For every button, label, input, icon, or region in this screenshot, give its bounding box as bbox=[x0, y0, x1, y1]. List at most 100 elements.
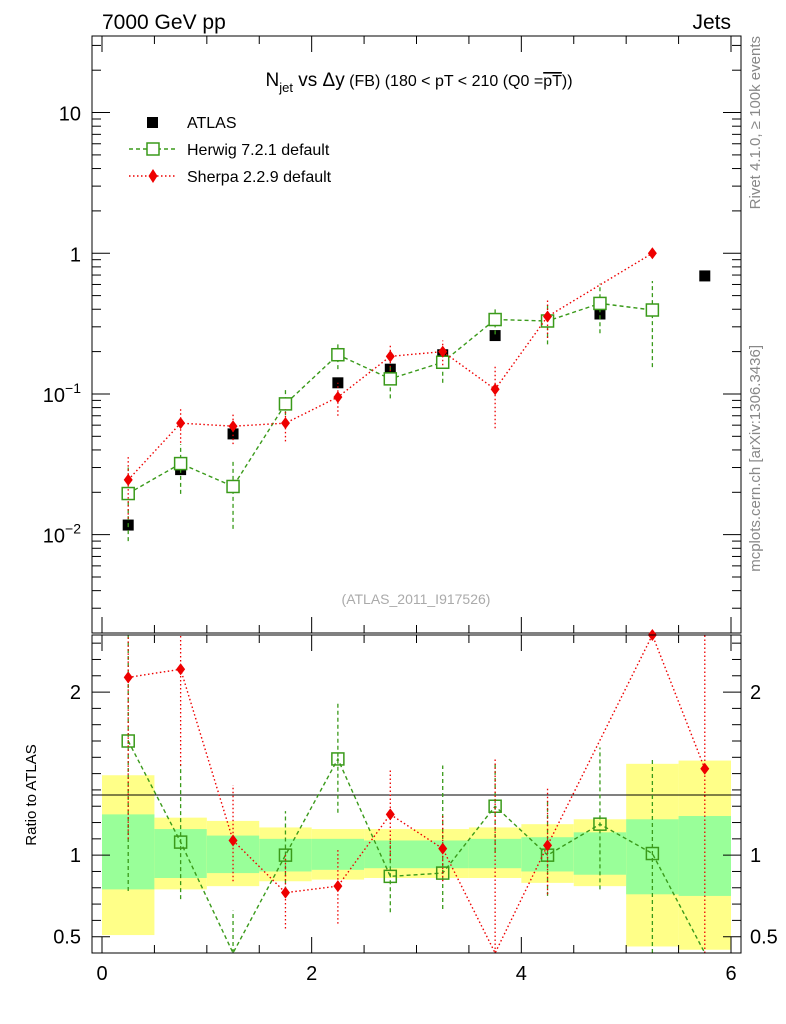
ratio-sherpa-point bbox=[543, 839, 553, 852]
herwig-data-point bbox=[645, 303, 660, 317]
header-process-label: Jets bbox=[692, 11, 731, 34]
atlas-data-point bbox=[699, 270, 711, 282]
sherpa-data-point bbox=[385, 350, 395, 363]
ratio-sherpa-point bbox=[438, 842, 448, 855]
atlas-data-point bbox=[227, 428, 239, 440]
main-plot-frame bbox=[91, 35, 742, 634]
atlas-data-point bbox=[594, 308, 606, 320]
herwig-data-point bbox=[173, 456, 188, 471]
sherpa-data-point bbox=[333, 391, 343, 404]
x-tick-label: 4 bbox=[516, 963, 527, 985]
sherpa-data-point bbox=[228, 420, 238, 433]
ratio-herwig-line bbox=[127, 740, 706, 955]
ratio-herwig-point bbox=[278, 848, 293, 862]
main-series-sherpa bbox=[123, 247, 657, 519]
ratio-panel: 0.5 0.5 1 1 2 2 0 2 4 6 Ratio to ATLAS bbox=[23, 629, 778, 985]
ratio-herwig-point bbox=[383, 869, 398, 884]
sherpa-data-point bbox=[490, 383, 500, 396]
sherpa-data-point bbox=[280, 417, 290, 430]
main-series-herwig bbox=[121, 281, 660, 542]
ratio-herwig-point bbox=[593, 817, 607, 831]
main-y-tick-exponent: −1 bbox=[65, 380, 81, 396]
ratio-series-sherpa bbox=[123, 629, 710, 955]
herwig-data-point bbox=[278, 397, 293, 411]
sherpa-data-point bbox=[543, 310, 553, 323]
x-tick-label: 6 bbox=[725, 963, 736, 985]
sherpa-data-point bbox=[176, 417, 186, 430]
ratio-herwig-point bbox=[173, 835, 188, 849]
main-y-tick-base: 1 bbox=[70, 244, 81, 266]
title-delta-y: Δy bbox=[323, 70, 346, 91]
main-y-tick-base: 10 bbox=[43, 526, 65, 548]
legend-herwig-label: Herwig 7.2.1 default bbox=[187, 142, 330, 159]
ratio-y-tick-label-right: 1 bbox=[750, 845, 761, 867]
main-y-tick-label: 1 bbox=[70, 244, 81, 266]
herwig-connecting-line bbox=[127, 302, 653, 495]
ratio-series-herwig bbox=[121, 635, 706, 955]
legend-atlas-label: ATLAS bbox=[187, 115, 237, 132]
x-tick-label: 0 bbox=[96, 963, 107, 985]
main-y-tick-exponent: −2 bbox=[65, 521, 81, 537]
main-y-tick-label: 10−2 bbox=[43, 521, 81, 548]
ratio-herwig-point bbox=[645, 846, 660, 861]
sherpa-data-point bbox=[438, 345, 448, 358]
ratio-sherpa-point bbox=[385, 808, 395, 821]
analysis-id-label: (ATLAS_2011_I917526) bbox=[342, 591, 491, 607]
ratio-y-axis-label: Ratio to ATLAS bbox=[23, 744, 40, 845]
legend-sherpa-marker bbox=[148, 169, 158, 183]
herwig-data-point bbox=[435, 355, 450, 370]
ratio-sherpa-point bbox=[280, 886, 290, 899]
title-close: )) bbox=[562, 73, 573, 90]
main-y-tick-label: 10−1 bbox=[43, 380, 81, 407]
legend-atlas-marker bbox=[147, 117, 158, 128]
ratio-y-tick-label: 1 bbox=[70, 845, 81, 867]
main-series-layer bbox=[121, 247, 711, 542]
ratio-sherpa-point bbox=[123, 671, 133, 684]
ratio-herwig-point bbox=[121, 734, 135, 748]
main-series-atlas bbox=[122, 270, 711, 531]
atlas-data-point bbox=[489, 330, 501, 342]
title-cut: (180 < pT < 210 (Q0 = bbox=[380, 73, 543, 90]
ratio-y-tick-label: 2 bbox=[70, 682, 81, 704]
ratio-series-layer bbox=[121, 629, 710, 955]
sherpa-connecting-line bbox=[127, 252, 653, 481]
ratio-herwig-point bbox=[331, 752, 345, 766]
header-energy-label: 7000 GeV pp bbox=[102, 11, 226, 34]
ratio-sherpa-point bbox=[333, 880, 343, 893]
mcplots-reference-label: mcplots.cern.ch [arXiv:1306.3436] bbox=[747, 345, 764, 572]
title-ptbar: pT bbox=[543, 73, 562, 90]
rivet-version-label: Rivet 4.1.0, ≥ 100k events bbox=[747, 36, 764, 209]
chart-title: Njet vs Δy (FB) (180 < pT < 210 (Q0 =pT)… bbox=[265, 70, 572, 95]
ratio-uncertainty-bands bbox=[102, 760, 731, 950]
main-y-tick-label: 10 bbox=[59, 104, 81, 126]
ratio-herwig-point bbox=[435, 866, 450, 880]
herwig-data-point bbox=[593, 296, 607, 311]
sherpa-data-point bbox=[647, 247, 657, 260]
title-vs: vs bbox=[293, 70, 323, 91]
ratio-y-tick-label: 0.5 bbox=[53, 927, 81, 949]
ratio-y-tick-label-right: 0.5 bbox=[750, 927, 778, 949]
main-y-tick-base: 10 bbox=[43, 385, 65, 407]
legend-sherpa-label: Sherpa 2.2.9 default bbox=[187, 169, 332, 186]
herwig-data-point bbox=[488, 312, 502, 327]
x-tick-label: 2 bbox=[306, 963, 317, 985]
ratio-sherpa-point bbox=[228, 834, 238, 847]
ratio-plot-frame bbox=[91, 634, 742, 954]
title-subscript: jet bbox=[278, 80, 293, 95]
legend: ATLAS Herwig 7.2.1 default Sherpa 2.2.9 … bbox=[129, 115, 332, 186]
ratio-sherpa-line bbox=[128, 633, 706, 955]
ratio-axis-ticks: 0.5 0.5 1 1 2 2 0 2 4 6 bbox=[53, 635, 778, 985]
sherpa-data-point bbox=[123, 473, 133, 486]
title-fb: (FB) bbox=[345, 73, 381, 90]
herwig-data-point bbox=[331, 347, 345, 362]
herwig-data-point bbox=[226, 479, 240, 494]
ratio-sherpa-point bbox=[176, 663, 186, 676]
title-n: N bbox=[265, 70, 279, 91]
legend-herwig-marker bbox=[146, 142, 160, 156]
ratio-y-tick-label-right: 2 bbox=[750, 682, 761, 704]
herwig-data-point bbox=[383, 372, 398, 386]
ratio-sherpa-point bbox=[700, 762, 710, 775]
